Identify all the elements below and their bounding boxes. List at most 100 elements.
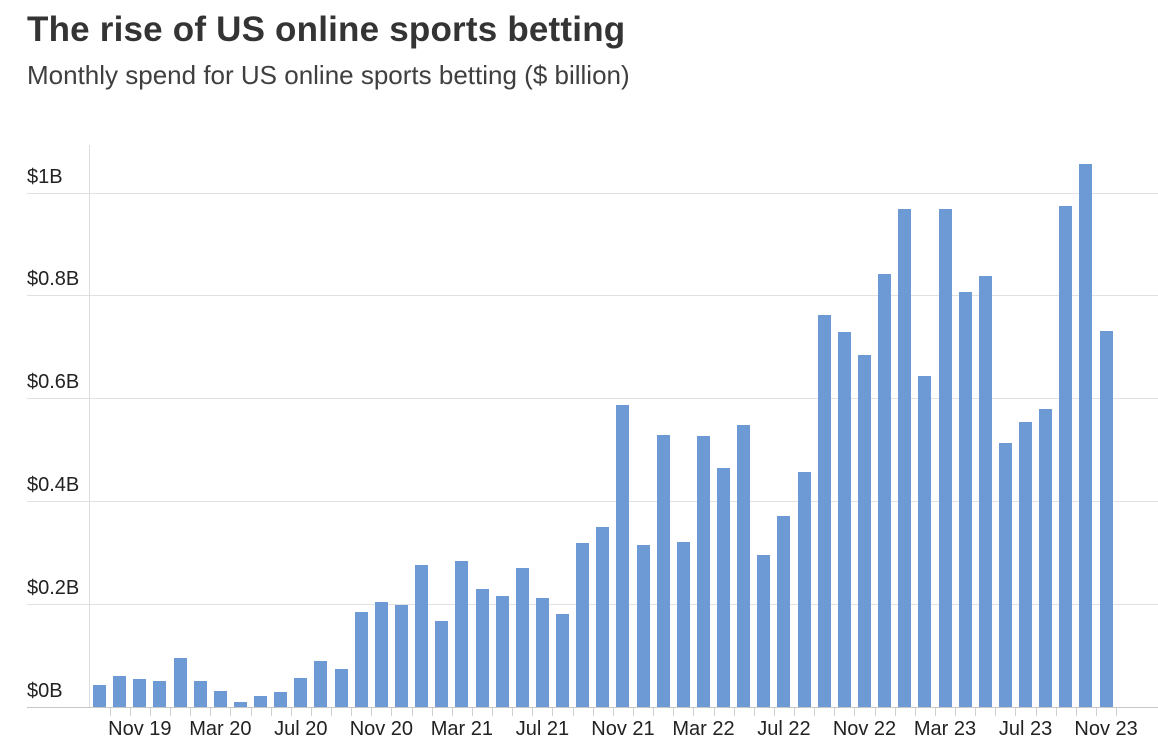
bar (254, 695, 268, 707)
axis-tick (109, 708, 111, 716)
bar (213, 690, 227, 707)
bar (777, 516, 791, 707)
axis-tick (834, 708, 836, 716)
bar (93, 684, 107, 707)
axis-tick (129, 708, 131, 716)
bar (415, 564, 429, 707)
bar (656, 434, 670, 707)
axis-tick (955, 708, 957, 716)
axis-tick (894, 708, 896, 716)
x-axis-label: Mar 20 (189, 718, 252, 740)
axis-tick (773, 708, 775, 716)
bar (978, 276, 992, 707)
axis-tick (170, 708, 172, 716)
bar (294, 678, 308, 707)
bar (898, 209, 912, 707)
x-axis-label: Jul 23 (998, 718, 1053, 740)
axis-tick (814, 708, 816, 716)
axis-tick (1055, 708, 1057, 716)
bar (475, 589, 489, 707)
axis-tick (975, 708, 977, 716)
axis-tick (331, 708, 333, 716)
x-axis-label: Nov 20 (349, 718, 414, 740)
baseline-gridline (27, 707, 1158, 708)
axis-tick (854, 708, 856, 716)
axis-tick (794, 708, 796, 716)
axis-tick (492, 708, 494, 716)
axis-tick (552, 708, 554, 716)
bar (958, 292, 972, 707)
gridline (27, 604, 1158, 606)
axis-tick (411, 708, 413, 716)
bar (797, 471, 811, 707)
bar (455, 560, 469, 707)
x-axis-label: Nov 21 (591, 718, 655, 740)
bar (1079, 163, 1093, 707)
gridline (27, 398, 1158, 400)
axis-tick (733, 708, 735, 716)
bar (757, 554, 771, 707)
y-axis-label: $0.8B (27, 268, 80, 291)
bar (374, 601, 388, 707)
bar (717, 468, 731, 707)
axis-tick (914, 708, 916, 716)
x-axis-label: Nov 22 (832, 718, 897, 740)
bar (153, 680, 167, 707)
axis-tick (270, 708, 272, 716)
axis-tick (451, 708, 453, 716)
bar (676, 542, 690, 707)
bar (395, 605, 408, 707)
axis-tick (1096, 708, 1097, 716)
axis-tick (673, 708, 675, 716)
bar (515, 568, 529, 707)
bar (918, 375, 932, 707)
bar (133, 679, 147, 707)
axis-tick (512, 708, 514, 716)
bar (1099, 331, 1113, 707)
bar (596, 527, 610, 707)
y-axis-label: $0B (27, 680, 63, 702)
bar (1039, 409, 1053, 707)
y-axis-label: $0.6B (27, 371, 80, 394)
bar (334, 668, 348, 707)
axis-tick (190, 708, 192, 716)
bar (495, 596, 509, 707)
bar (173, 657, 187, 707)
x-axis-label: Nov 19 (108, 718, 172, 740)
axis-tick (1116, 708, 1118, 716)
axis-tick (371, 708, 373, 716)
bar (878, 273, 892, 707)
bar (556, 614, 570, 707)
axis-tick (612, 708, 614, 716)
axis-tick (431, 708, 433, 716)
bar (858, 355, 871, 707)
bar (1019, 421, 1033, 707)
bar (616, 404, 630, 707)
bar (535, 597, 549, 707)
gridline (27, 501, 1158, 503)
axis-tick (1015, 708, 1017, 716)
axis-tick (995, 708, 997, 716)
x-axis-label: Nov 23 (1074, 718, 1138, 740)
axis-tick (693, 708, 695, 716)
axis-tick (532, 708, 534, 716)
bar (938, 208, 952, 707)
axis-tick (391, 708, 393, 716)
bar (696, 435, 710, 707)
bar (1059, 206, 1073, 707)
axis-tick (290, 708, 292, 716)
axis-tick (351, 708, 353, 716)
x-axis-label: Mar 23 (913, 718, 977, 740)
gridline (27, 192, 1158, 194)
bar (737, 424, 751, 707)
axis-tick (471, 708, 473, 716)
axis-tick (653, 708, 655, 716)
axis-tick (753, 708, 755, 716)
y-axis-label: $1B (27, 165, 63, 188)
axis-tick (633, 708, 634, 716)
bar (233, 701, 247, 707)
bar (817, 314, 831, 707)
bar (314, 661, 328, 707)
